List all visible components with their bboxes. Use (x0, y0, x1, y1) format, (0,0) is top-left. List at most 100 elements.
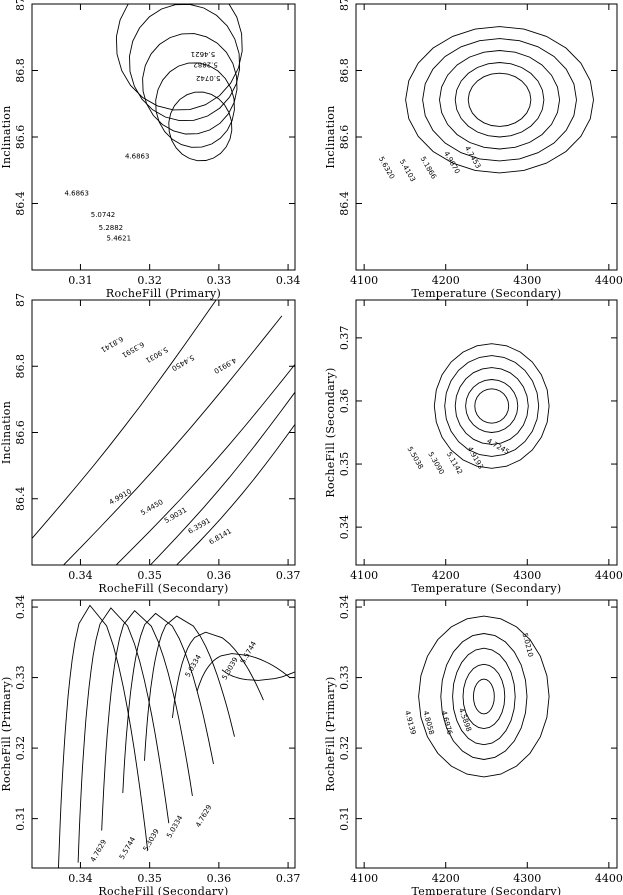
x-tick-label: 0.34 (68, 569, 93, 582)
panel-6: 4100 4200 4300 4400 0.31 0.32 0.33 0.34 Temperat… (324, 595, 623, 895)
y-tick-label: 86.6 (14, 125, 27, 150)
contour-line (142, 33, 238, 135)
contour-label: 4.6863 (125, 152, 150, 160)
x-axis-label: RocheFill (Primary) (106, 287, 221, 300)
y-tick-label: 87 (14, 0, 27, 11)
contour-label: 5.5038 (406, 445, 425, 470)
contour-line (144, 615, 235, 761)
contour-label: 4.7453 (463, 145, 482, 170)
contour-label: 6.8141 (99, 335, 124, 354)
contour-label: 4.9670 (442, 150, 461, 175)
y-tick-label: 0.34 (338, 515, 351, 540)
y-tick-label: 0.33 (14, 665, 27, 690)
x-tick-label: 0.34 (276, 274, 301, 287)
contour-label: 5.0742 (91, 211, 116, 219)
contour-label: 5.3039 (142, 828, 161, 853)
y-tick-label: 86.8 (14, 354, 27, 379)
y-tick-label: 0.31 (14, 806, 27, 831)
y-tick-label: 0.32 (338, 736, 351, 761)
contour-label: 4.7629 (89, 838, 108, 863)
y-axis-label: RocheFill (Primary) (324, 676, 337, 791)
x-tick-label: 4100 (350, 569, 378, 582)
y-tick-label: 86.6 (338, 125, 351, 150)
panel-4: 4100 4200 4300 4400 0.34 0.35 0.36 0.37 Temperat… (324, 299, 623, 595)
x-tick-label: 0.37 (276, 872, 301, 885)
contour-label: 4.9139 (403, 710, 417, 736)
x-axis-label: Temperature (Secondary) (411, 287, 561, 300)
contour-line (176, 423, 295, 565)
panel-2: 4100 4200 4300 4400 86.4 86.6 86.8 87 Temperatur… (324, 0, 623, 300)
plot-frame (31, 3, 296, 271)
x-tick-label: 0.37 (276, 569, 301, 582)
contour-label: 5.6320 (377, 155, 396, 180)
contour-label: 5.2882 (193, 61, 218, 69)
y-tick-label: 0.36 (338, 389, 351, 414)
contour-label: 4.5898 (457, 707, 473, 733)
y-tick-label: 0.32 (14, 736, 27, 761)
y-axis-label: RocheFill (Primary) (0, 676, 13, 791)
x-tick-label: 4100 (350, 872, 378, 885)
contour-line (418, 615, 550, 778)
x-axis-label: RocheFill (Secondary) (98, 885, 228, 895)
y-tick-label: 86.4 (338, 191, 351, 216)
contour-line (122, 612, 214, 794)
x-tick-label: 4100 (350, 274, 378, 287)
y-axis-label: Inclination (0, 401, 13, 464)
contour-label: 5.4450 (170, 353, 195, 372)
x-tick-label: 0.31 (68, 274, 93, 287)
contour-line (474, 388, 510, 424)
x-axis-label: Temperature (Secondary) (411, 885, 561, 895)
y-tick-label: 87 (338, 0, 351, 11)
x-tick-label: 4200 (432, 872, 460, 885)
contour-line (196, 653, 290, 692)
y-tick-label: 87 (14, 293, 27, 307)
panel-5: 0.34 0.35 0.36 0.37 0.31 0.32 0.33 0.34 RocheFil… (0, 595, 301, 895)
contour-label: 5.4621 (107, 235, 132, 243)
y-tick-label: 86.4 (14, 191, 27, 216)
contour-line (465, 379, 519, 433)
contour-line (129, 4, 241, 122)
y-tick-label: 0.37 (338, 326, 351, 351)
contour-label: 5.9031 (144, 345, 169, 364)
x-axis-label: Temperature (Secondary) (411, 582, 561, 595)
y-tick-label: 0.34 (338, 595, 351, 620)
x-tick-label: 0.33 (207, 274, 232, 287)
contour-label: 5.2882 (99, 224, 124, 232)
contour-label: 4.7629 (194, 803, 213, 828)
contour-line (462, 663, 506, 730)
contour-line (101, 610, 193, 831)
contour-line (422, 38, 577, 162)
y-tick-label: 86.4 (14, 487, 27, 512)
x-tick-label: 4400 (595, 569, 623, 582)
contour-line (32, 300, 217, 539)
x-tick-label: 4300 (513, 569, 541, 582)
contour-line (454, 367, 529, 445)
y-tick-label: 0.31 (338, 806, 351, 831)
y-tick-label: 86.6 (14, 420, 27, 445)
plot-frame (355, 3, 618, 271)
contour-label: 5.9031 (163, 506, 188, 525)
plot-frame (31, 599, 296, 869)
contour-line (115, 4, 243, 111)
contour-line (452, 647, 516, 746)
y-axis-label: Inclination (324, 105, 337, 168)
contour-line (439, 50, 561, 150)
y-tick-label: 0.33 (338, 665, 351, 690)
contour-label: 4.6976 (440, 710, 454, 736)
x-tick-label: 0.32 (137, 274, 162, 287)
contour-line (168, 91, 233, 162)
panel-1: 0.31 0.32 0.33 0.34 86.4 86.6 86.8 87 RocheFill … (0, 0, 300, 300)
contour-label: 4.8058 (421, 710, 435, 736)
contour-label: 5.4450 (139, 498, 164, 517)
contour-label: 5.5744 (239, 640, 258, 666)
x-tick-label: 0.34 (68, 872, 93, 885)
x-tick-label: 4200 (432, 569, 460, 582)
x-tick-label: 0.36 (207, 569, 232, 582)
contour-line (77, 607, 170, 863)
y-axis-label: Inclination (0, 105, 13, 168)
y-tick-label: 0.34 (14, 595, 27, 620)
x-tick-label: 0.35 (137, 569, 162, 582)
contour-line (433, 343, 550, 469)
x-tick-label: 0.35 (137, 872, 162, 885)
contour-line (467, 72, 532, 127)
